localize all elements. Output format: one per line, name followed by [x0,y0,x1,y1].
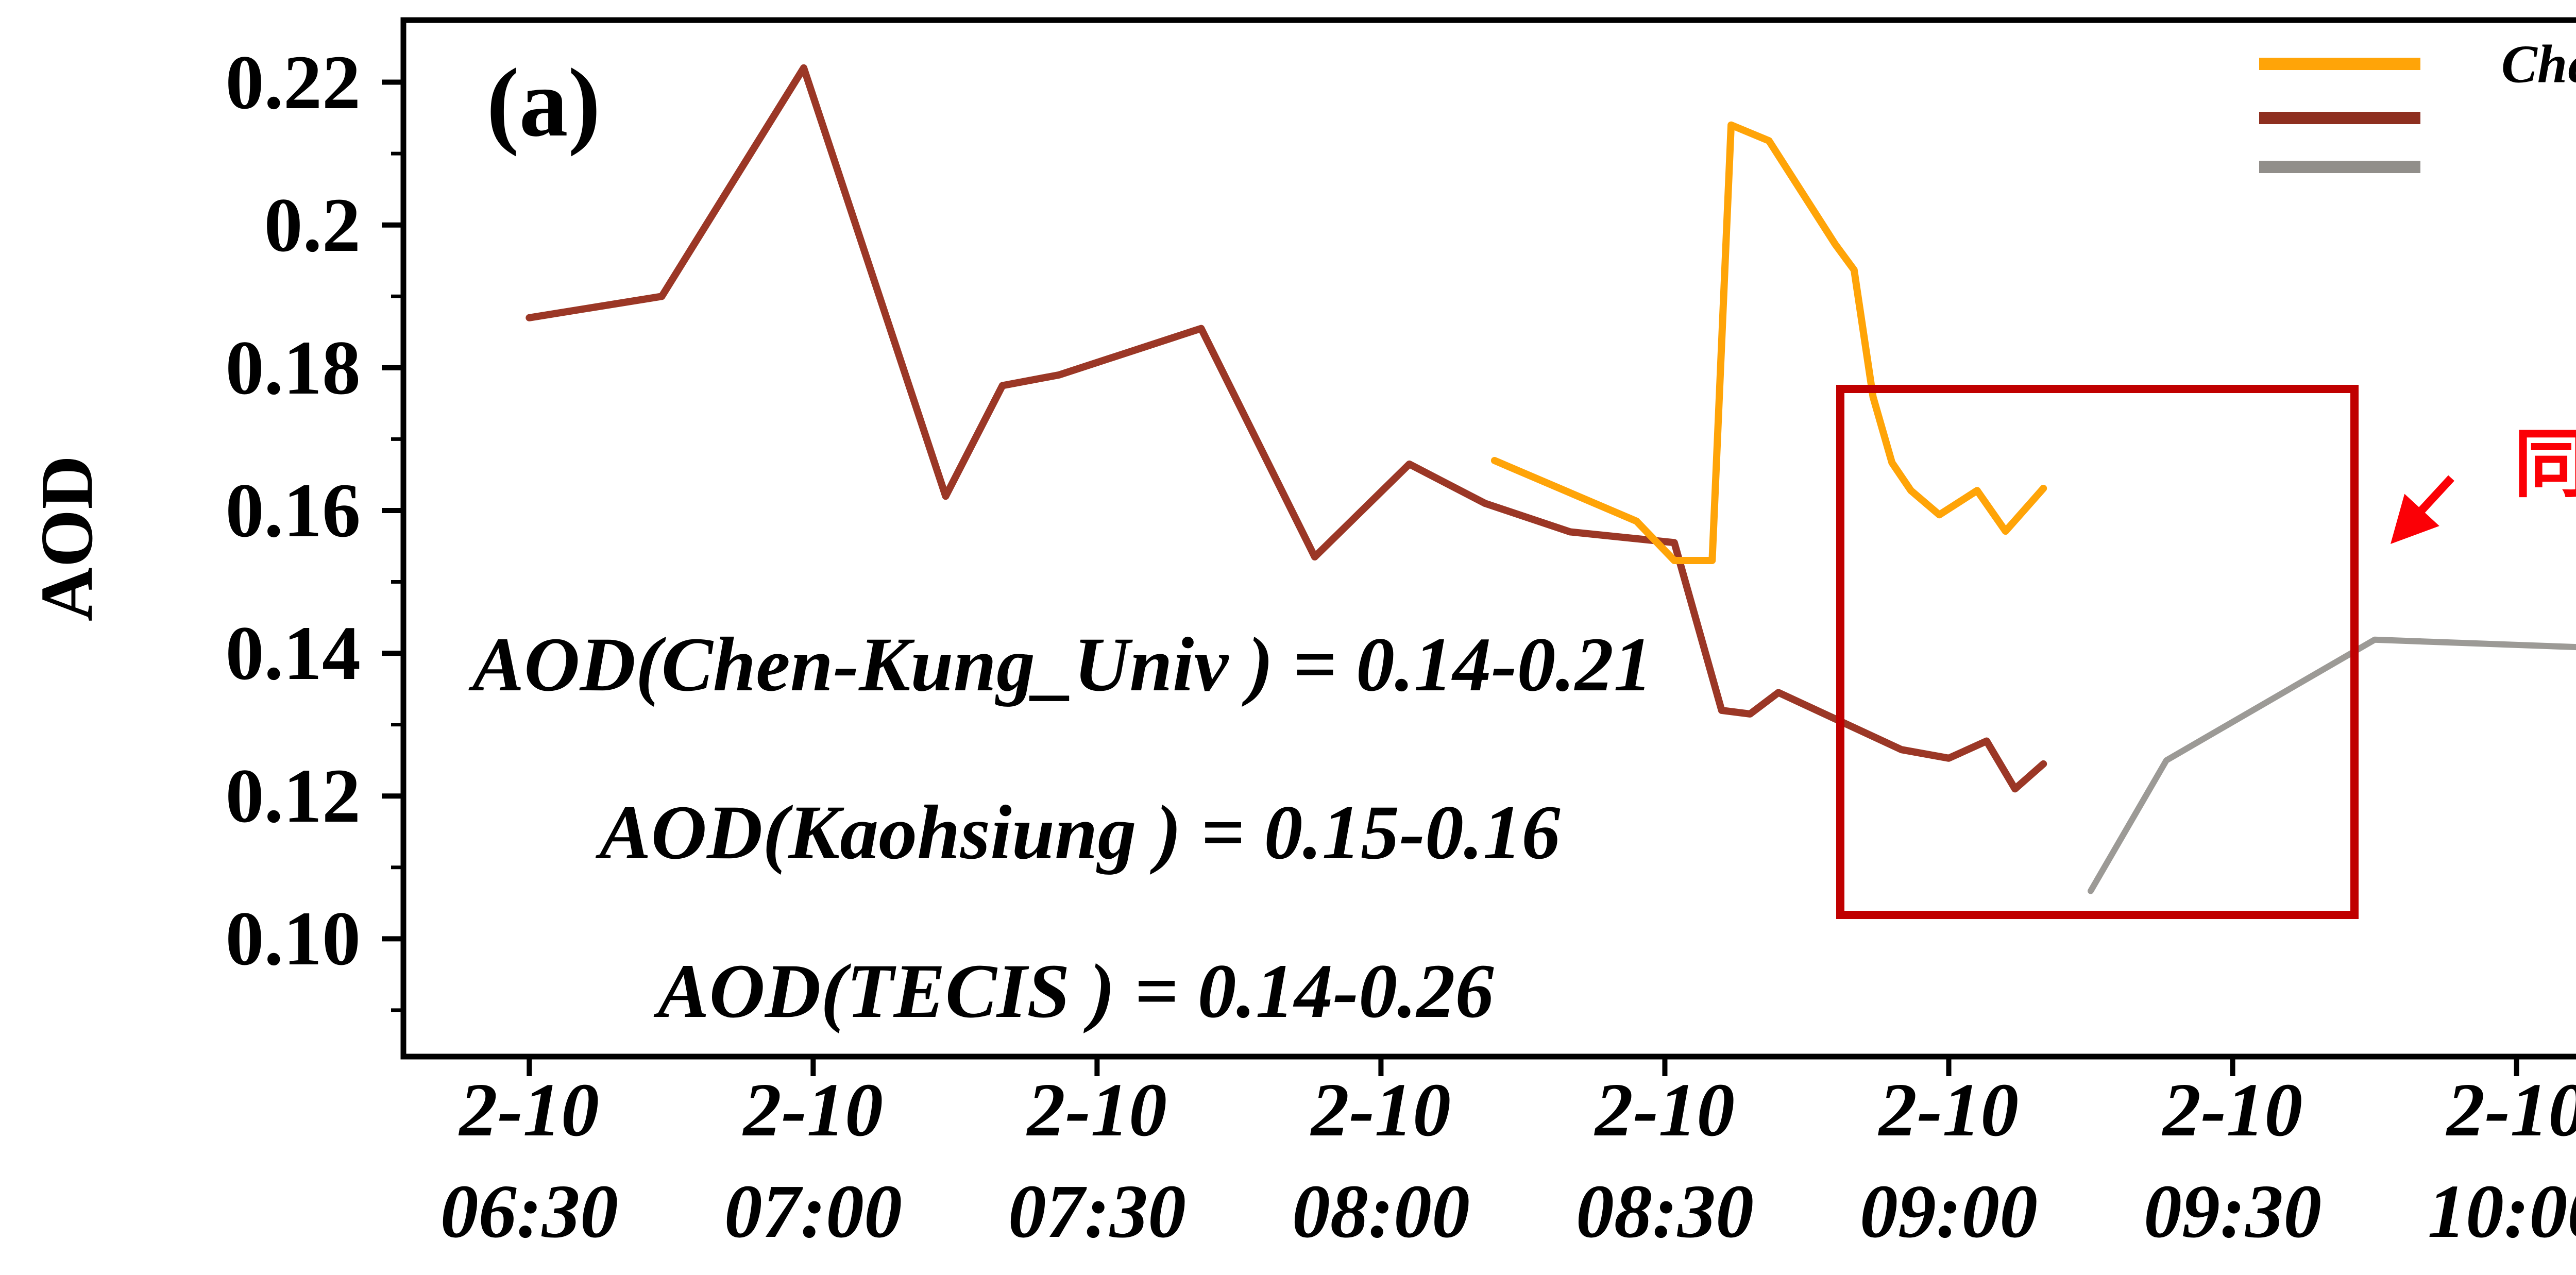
legend-a-label-Chen-Kung_Univ: Chen-Kung_Univ [2501,33,2576,94]
panel-a-y-axis-title: AOD [26,455,108,622]
panel-a-x-tick-time: 07:30 [1008,1169,1187,1254]
panel-a-x-tick-time: 06:30 [440,1169,618,1254]
annotation-aod-kaohsiung: AOD(Kaohsiung ) = 0.15-0.16 [599,790,1561,875]
panel-a-x-tick-time: 09:30 [2143,1169,2322,1254]
panel-a-y-tick-label: 0.10 [225,896,361,982]
series-Kaohsiung [526,64,2047,793]
annotation-aod-tecis: AOD(TECIS ) = 0.14-0.26 [657,948,1494,1034]
panel-a-x-tick-time: 07:00 [724,1169,902,1254]
panel-a-x-tick-date: 2-10 [2162,1068,2303,1152]
panel-a-x-tick-time: 09:00 [1859,1169,2038,1254]
panel-a-y-tick-label: 0.2 [264,182,361,268]
annotation-aod-chenkung: AOD(Chen-Kung_Univ ) = 0.14-0.21 [472,622,1652,707]
series-TECIS [2088,636,2576,894]
panel-a-x-tick-date: 2-10 [743,1068,883,1152]
series-Chen-Kung_Univ [1490,121,2047,564]
panel-a-x-tick-time: 08:30 [1575,1169,1754,1254]
sync-observation-box [1836,385,2359,919]
panel-a-frame [400,17,2576,1060]
panel-a-x-tick-date: 2-10 [1027,1068,1167,1152]
panel-a-x-tick-date: 2-10 [1311,1068,1451,1152]
panel-a-x-tick-date: 2-10 [1595,1068,1735,1152]
panel-a-y-tick-label: 0.22 [225,39,361,125]
panel-a-x-tick-date: 2-10 [1878,1068,2019,1152]
panel-a-x-tick-date: 2-10 [459,1068,599,1152]
panel-a-y-tick-label: 0.12 [225,753,361,839]
panel-a-x-tick-time: 08:00 [1292,1169,1470,1254]
sync-arrow-head [2391,494,2439,544]
panel-a-x-tick-date: 2-10 [2446,1068,2576,1152]
panel-a-x-tick-time: 10:00 [2427,1169,2576,1254]
panel-a-y-tick-label: 0.14 [225,610,361,696]
panel-a-y-tick-label: 0.16 [225,467,361,553]
panel-a-y-tick-label: 0.18 [225,325,361,411]
panel-a-label: (a) [486,49,601,157]
sync-observation-label: 同步观测 [2514,421,2576,508]
